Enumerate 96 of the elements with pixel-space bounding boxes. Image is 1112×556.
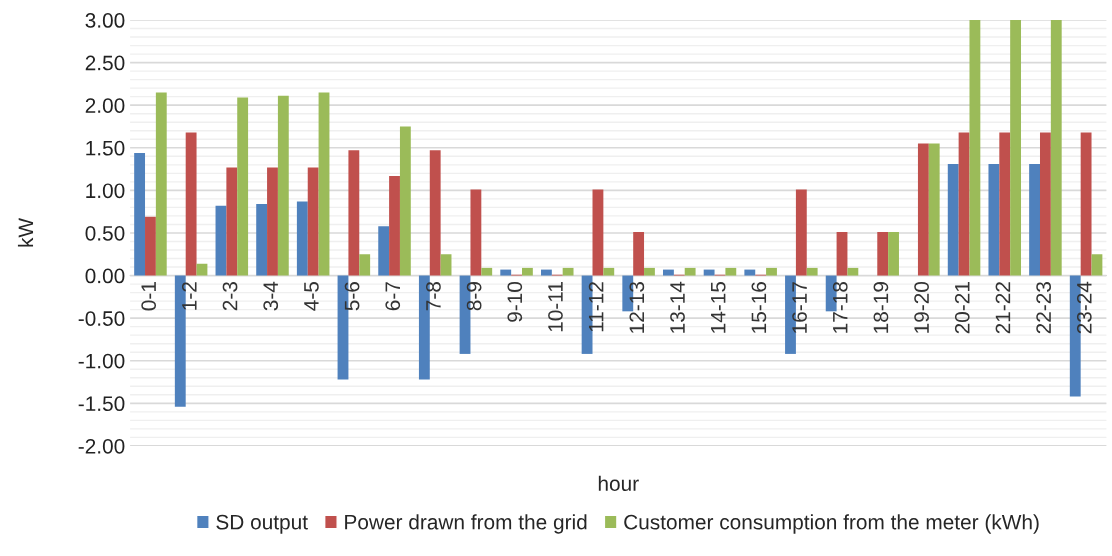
bar (155, 92, 167, 276)
bar (684, 267, 696, 276)
bar (429, 150, 441, 276)
bar (644, 267, 655, 276)
bar (378, 226, 390, 276)
bar (500, 269, 512, 276)
bar (1050, 20, 1062, 276)
y-tick-label: -0.50 (78, 311, 125, 326)
bar (267, 167, 278, 276)
bar (296, 201, 308, 276)
legend-label: Power drawn from the grid (345, 514, 587, 534)
bar (215, 205, 227, 276)
x-tick-label: 13-14 (670, 281, 685, 333)
x-tick-label: 11-12 (588, 282, 604, 332)
legend-label: Customer consumption from the meter (kWh) (624, 514, 1039, 534)
y-tick-label: 0.00 (85, 268, 125, 284)
bar (725, 267, 737, 276)
bar (888, 232, 899, 276)
y-tick-label: -2.00 (78, 438, 125, 454)
x-tick-label: 17-18 (832, 282, 848, 333)
bar (440, 254, 452, 276)
x-tick-label: 20-21 (954, 282, 970, 334)
x-tick-label: 3-4 (263, 281, 279, 311)
x-tick-label: 4-5 (304, 281, 319, 311)
bar (318, 92, 330, 276)
x-tick-label: 0-1 (141, 282, 157, 311)
bar (1010, 20, 1022, 276)
y-axis-title: kW (17, 217, 34, 247)
x-tick-label: 15-16 (751, 282, 767, 333)
bar (1039, 132, 1051, 276)
bar (562, 267, 574, 276)
x-tick-label: 8-9 (466, 282, 482, 311)
x-tick-label: 16-17 (792, 282, 807, 333)
x-tick-label: 1-2 (181, 282, 197, 310)
bar (969, 20, 981, 276)
bar (766, 267, 777, 276)
y-tick-label: 0.50 (85, 225, 125, 241)
bar (928, 143, 940, 276)
bar (359, 254, 371, 276)
x-tick-label: 12-13 (629, 282, 645, 333)
y-tick-label: -1.50 (78, 396, 125, 412)
bar (348, 150, 360, 276)
x-tick-label: 5-6 (344, 282, 360, 311)
x-tick-label: 10-11 (548, 282, 563, 332)
x-tick-label: 18-19 (873, 282, 889, 333)
bar (744, 269, 756, 276)
x-tick-label: 22-23 (1036, 282, 1052, 334)
bar (521, 267, 533, 276)
y-tick-label: 3.00 (85, 13, 125, 28)
x-tick-label: 23-24 (1076, 281, 1092, 334)
bar (958, 132, 970, 276)
bar (592, 189, 604, 276)
bar (185, 132, 197, 276)
x-axis-title: hour (598, 475, 639, 492)
y-tick-label: 1.00 (86, 183, 125, 199)
bar (196, 263, 208, 276)
bar (226, 167, 238, 276)
bar (999, 132, 1011, 276)
y-tick-label: -1.00 (78, 353, 125, 369)
bar (1091, 254, 1103, 276)
bar (307, 167, 319, 276)
x-tick-label: 19-20 (914, 281, 929, 333)
bar (917, 143, 929, 276)
bar (663, 269, 674, 276)
bar (540, 269, 552, 276)
y-tick-label: 2.50 (85, 55, 125, 71)
x-tick-label: 9-10 (507, 281, 523, 322)
bar (399, 126, 411, 276)
x-tick-label: 6-7 (385, 282, 401, 311)
bar (633, 232, 645, 276)
bar (134, 152, 146, 276)
bar (988, 163, 1000, 276)
bar (277, 95, 289, 276)
bar (256, 204, 268, 276)
bar (947, 163, 959, 276)
bar (1080, 132, 1092, 276)
y-tick-label: 1.50 (86, 140, 125, 156)
x-tick-label: 7-8 (426, 282, 441, 311)
bar (237, 97, 249, 276)
legend-label: SD output (216, 514, 308, 534)
bar (847, 267, 859, 276)
bar (145, 216, 156, 276)
bar (1029, 163, 1040, 276)
bar (603, 267, 615, 276)
x-tick-label: 2-3 (222, 282, 238, 311)
bar (703, 269, 715, 276)
bar (877, 232, 889, 276)
bar (481, 267, 493, 276)
x-tick-label: 21-22 (995, 282, 1011, 334)
bar (470, 189, 482, 276)
bar (389, 175, 400, 276)
y-tick-label: 2.00 (85, 98, 125, 113)
bar (836, 232, 848, 276)
bar (806, 267, 818, 276)
x-tick-label: 14-15 (711, 281, 726, 333)
bar (795, 189, 807, 276)
